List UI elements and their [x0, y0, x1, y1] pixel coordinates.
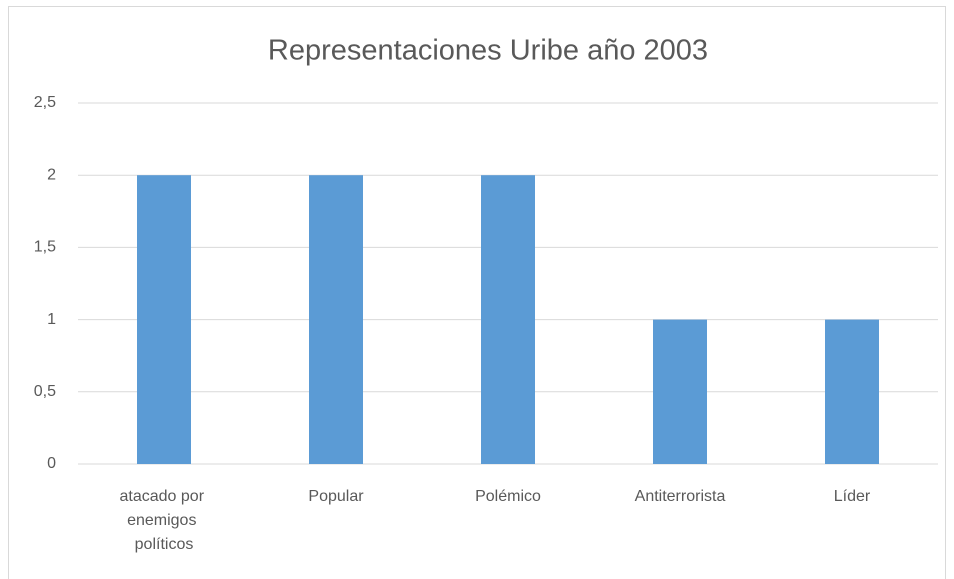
bar [653, 319, 707, 464]
bar [309, 175, 363, 464]
x-tick-label: Antiterrorista [635, 488, 726, 505]
x-tick-label: Popular [308, 488, 364, 505]
x-tick-label: Líder [834, 488, 871, 505]
chart-title: Representaciones Uribe año 2003 [268, 35, 708, 67]
y-tick-label: 2 [47, 166, 56, 183]
bar [137, 175, 191, 464]
x-tick-label: Polémico [475, 488, 541, 505]
y-tick-label: 0,5 [34, 383, 56, 400]
bar [481, 175, 535, 464]
y-tick-label: 1,5 [34, 239, 56, 256]
bar [825, 319, 879, 464]
y-tick-label: 2,5 [34, 94, 56, 111]
x-tick-label: atacado por enemigos políticos [120, 488, 209, 553]
y-tick-label: 1 [47, 311, 56, 328]
y-tick-label: 0 [47, 455, 56, 472]
